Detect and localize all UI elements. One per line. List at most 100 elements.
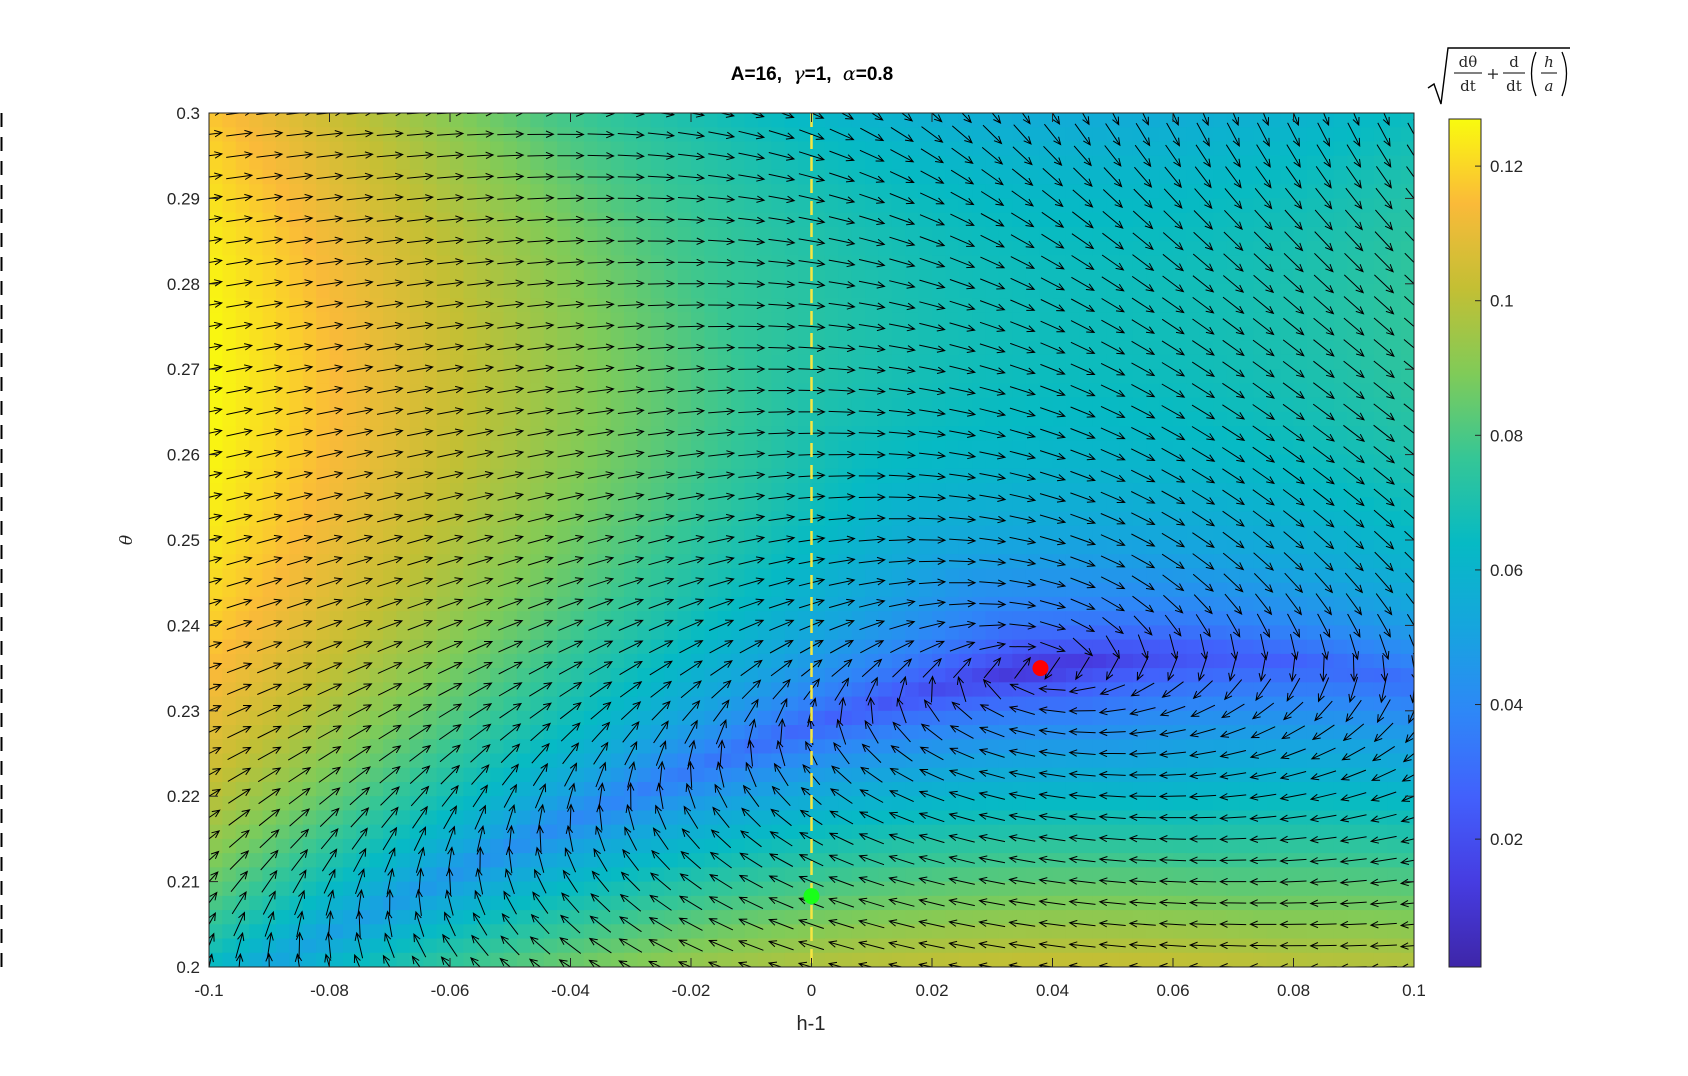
- heatmap-cell: [851, 283, 866, 299]
- heatmap-cell: [851, 596, 866, 612]
- heatmap-cell: [1119, 853, 1134, 868]
- heatmap-cell: [878, 739, 893, 755]
- heatmap-cell: [476, 796, 491, 812]
- heatmap-cell: [650, 283, 665, 299]
- heatmap-cell: [1012, 155, 1027, 171]
- heatmap-cell: [1266, 952, 1281, 967]
- heatmap-cell: [677, 454, 692, 470]
- heatmap-cell: [396, 739, 411, 755]
- heatmap-cell: [570, 824, 585, 840]
- heatmap-cell: [757, 838, 772, 854]
- heatmap-cell: [637, 824, 652, 840]
- heatmap-cell: [1132, 952, 1147, 967]
- heatmap-cell: [1320, 169, 1335, 185]
- heatmap-cell: [249, 881, 264, 897]
- heatmap-cell: [289, 113, 304, 128]
- heatmap-cell: [744, 838, 759, 854]
- heatmap-cell: [490, 326, 505, 342]
- heatmap-cell: [342, 525, 357, 541]
- heatmap-cell: [1092, 540, 1107, 555]
- heatmap-cell: [824, 767, 839, 783]
- heatmap-cell: [597, 497, 612, 513]
- heatmap-cell: [516, 910, 531, 925]
- heatmap-cell: [1079, 554, 1094, 570]
- heatmap-cell: [704, 354, 719, 370]
- heatmap-cell: [302, 824, 317, 840]
- heatmap-cell: [958, 781, 973, 797]
- heatmap-cell: [905, 838, 920, 854]
- heatmap-cell: [463, 511, 478, 527]
- heatmap-cell: [1306, 767, 1321, 783]
- heatmap-cell: [985, 582, 1000, 598]
- heatmap-cell: [490, 369, 505, 385]
- heatmap-cell: [1280, 397, 1295, 413]
- heatmap-cell: [798, 198, 813, 214]
- heatmap-cell: [1173, 568, 1187, 584]
- heatmap-cell: [329, 454, 344, 470]
- heatmap-cell: [1025, 354, 1040, 370]
- heatmap-cell: [1226, 796, 1241, 812]
- heatmap-cell: [329, 411, 344, 427]
- heatmap-cell: [798, 696, 813, 712]
- heatmap-cell: [784, 141, 799, 157]
- heatmap-cell: [1159, 383, 1174, 399]
- heatmap-cell: [677, 739, 692, 755]
- heatmap-cell: [289, 411, 304, 427]
- heatmap-cell: [1186, 582, 1201, 598]
- heatmap-cell: [543, 582, 558, 598]
- heatmap-cell: [409, 753, 424, 769]
- heatmap-cell: [570, 725, 585, 740]
- heatmap-cell: [1146, 426, 1161, 441]
- heatmap-cell: [865, 497, 880, 513]
- heatmap-cell: [476, 625, 491, 641]
- heatmap-cell: [543, 525, 558, 541]
- heatmap-cell: [1159, 696, 1174, 712]
- heatmap-cell: [1039, 596, 1054, 612]
- heatmap-cell: [302, 397, 317, 413]
- heatmap-cell: [543, 283, 558, 299]
- heatmap-cell: [771, 283, 786, 299]
- heatmap-cell: [717, 155, 732, 171]
- heatmap-cell: [342, 582, 357, 598]
- heatmap-cell: [249, 411, 264, 427]
- heatmap-cell: [369, 838, 384, 854]
- heatmap-cell: [1253, 952, 1268, 967]
- heatmap-cell: [918, 938, 933, 954]
- heatmap-cell: [1186, 426, 1201, 441]
- heatmap-cell: [1186, 226, 1201, 242]
- heatmap-cell: [1132, 383, 1147, 399]
- heatmap-cell: [1159, 397, 1174, 413]
- heatmap-cell: [1119, 867, 1134, 883]
- heatmap-cell: [1173, 212, 1187, 228]
- heatmap-cell: [1239, 824, 1254, 840]
- heatmap-cell: [1199, 411, 1214, 427]
- heatmap-cell: [891, 312, 906, 328]
- heatmap-cell: [383, 155, 398, 171]
- heatmap-cell: [383, 283, 398, 299]
- heatmap-cell: [677, 611, 692, 626]
- heatmap-cell: [369, 540, 384, 555]
- heatmap-cell: [985, 796, 1000, 812]
- heatmap-cell: [463, 255, 478, 271]
- heatmap-cell: [209, 169, 223, 185]
- heatmap-cell: [905, 269, 920, 285]
- heatmap-cell: [811, 952, 826, 967]
- heatmap-cell: [610, 468, 625, 484]
- heatmap-cell: [1253, 753, 1268, 769]
- heatmap-cell: [757, 924, 772, 940]
- heatmap-cell: [356, 198, 371, 214]
- heatmap-cell: [905, 668, 920, 683]
- heatmap-cell: [637, 696, 652, 712]
- heatmap-cell: [1226, 226, 1241, 242]
- heatmap-cell: [423, 383, 438, 399]
- heatmap-cell: [1146, 696, 1161, 712]
- heatmap-cell: [342, 255, 357, 271]
- heatmap-cell: [744, 269, 759, 285]
- heatmap-cell: [838, 895, 853, 911]
- heatmap-cell: [637, 354, 652, 370]
- heatmap-cell: [998, 682, 1013, 698]
- heatmap-cell: [436, 540, 451, 555]
- heatmap-cell: [316, 397, 331, 413]
- heatmap-cell: [757, 582, 772, 598]
- heatmap-cell: [878, 682, 893, 698]
